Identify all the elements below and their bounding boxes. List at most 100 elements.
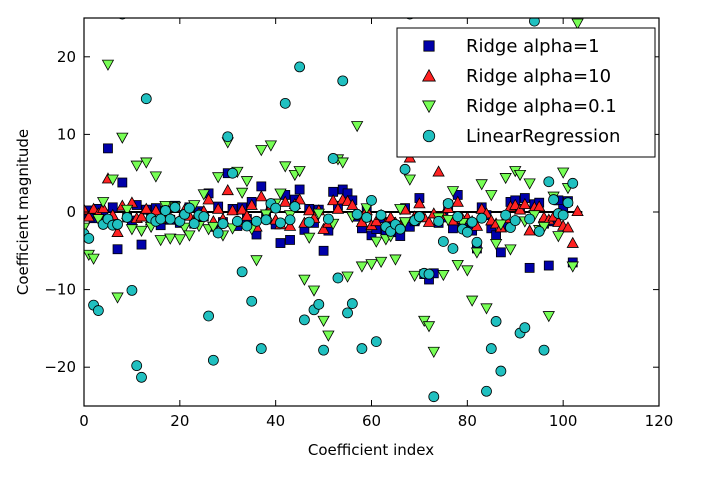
data-point — [111, 292, 124, 304]
y-axis-label: Coefficient magnitude — [14, 129, 32, 295]
data-point — [260, 214, 272, 226]
data-point — [211, 202, 225, 214]
data-point — [465, 295, 479, 307]
data-point — [346, 198, 359, 210]
data-point — [370, 214, 383, 227]
legend-box — [396, 27, 656, 158]
data-point — [173, 234, 187, 246]
data-point — [120, 204, 134, 216]
legend-item: Ridge alpha=10 — [421, 66, 611, 87]
data-point — [398, 217, 412, 229]
legend-item: Ridge alpha=1 — [423, 36, 600, 57]
legend: Ridge alpha=1 Ridge alpha=10 Ridge alpha=0… — [396, 27, 656, 158]
data-point — [169, 201, 181, 213]
data-point — [303, 204, 316, 216]
data-point — [524, 213, 536, 225]
data-point — [351, 208, 363, 220]
data-point — [542, 311, 555, 323]
data-point — [313, 298, 325, 310]
data-point — [293, 166, 306, 178]
data-point — [355, 261, 369, 273]
y-tick-label: −20 — [44, 358, 76, 376]
data-point — [164, 233, 177, 245]
x-axis-ticks: 0 20 40 60 80 100 120 — [79, 18, 673, 430]
data-point — [285, 235, 295, 245]
data-point — [235, 187, 249, 199]
data-point — [140, 202, 153, 214]
data-point — [533, 225, 545, 237]
legend-label: Ridge alpha=0.1 — [466, 96, 617, 117]
data-point — [250, 255, 263, 267]
data-point — [130, 160, 143, 172]
data-point — [370, 236, 383, 248]
data-point — [154, 235, 167, 247]
data-point — [567, 177, 579, 189]
data-point — [562, 197, 574, 209]
data-point — [255, 145, 268, 157]
data-point — [557, 209, 569, 221]
data-point — [408, 270, 421, 282]
x-axis-label: Coefficient index — [308, 441, 434, 459]
data-point — [279, 97, 291, 109]
data-point — [389, 254, 402, 266]
data-point — [495, 247, 506, 258]
data-point — [246, 295, 258, 307]
data-point — [437, 270, 450, 282]
legend-marker — [421, 68, 437, 82]
data-point — [303, 232, 316, 244]
data-point — [112, 244, 123, 255]
data-point — [556, 167, 570, 179]
data-point — [317, 315, 330, 327]
data-point — [480, 303, 493, 315]
data-point — [125, 224, 139, 236]
data-point — [399, 163, 411, 175]
data-point — [275, 217, 286, 229]
legend-label: LinearRegression — [466, 126, 620, 147]
data-point — [231, 215, 243, 227]
data-point — [92, 305, 104, 316]
data-point — [418, 315, 431, 327]
x-tick-label: 20 — [170, 412, 189, 430]
data-point — [356, 343, 368, 354]
data-point — [226, 223, 239, 235]
data-point — [251, 215, 262, 227]
data-point — [561, 221, 575, 233]
data-point — [447, 243, 459, 254]
x-tick-label: 80 — [458, 412, 477, 430]
data-point — [103, 143, 113, 154]
data-point — [543, 176, 555, 188]
data-point — [131, 360, 143, 372]
data-point — [433, 215, 444, 227]
data-point — [513, 169, 527, 182]
legend-label: Ridge alpha=10 — [466, 66, 611, 87]
data-point — [121, 212, 133, 223]
data-point — [197, 189, 210, 201]
y-tick-label: −10 — [44, 281, 76, 299]
data-point — [538, 344, 550, 356]
data-point — [84, 232, 95, 244]
data-point — [571, 18, 584, 30]
data-point — [384, 211, 397, 223]
data-point — [117, 177, 128, 188]
data-point — [504, 244, 517, 256]
data-point — [571, 204, 584, 217]
data-point — [475, 179, 488, 191]
data-point — [293, 193, 306, 205]
data-point — [509, 215, 521, 226]
data-point — [341, 271, 354, 283]
data-point — [111, 225, 124, 237]
data-point — [106, 174, 119, 186]
data-point — [490, 316, 502, 327]
data-point — [336, 157, 349, 169]
data-point — [211, 172, 225, 184]
data-point — [481, 385, 492, 397]
data-point — [149, 204, 163, 216]
data-point — [485, 190, 498, 202]
data-point — [226, 204, 239, 216]
x-tick-label: 100 — [549, 412, 578, 430]
legend-marker — [422, 129, 436, 143]
y-tick-label: 10 — [57, 125, 76, 143]
data-point — [198, 211, 210, 223]
data-point — [471, 236, 483, 248]
